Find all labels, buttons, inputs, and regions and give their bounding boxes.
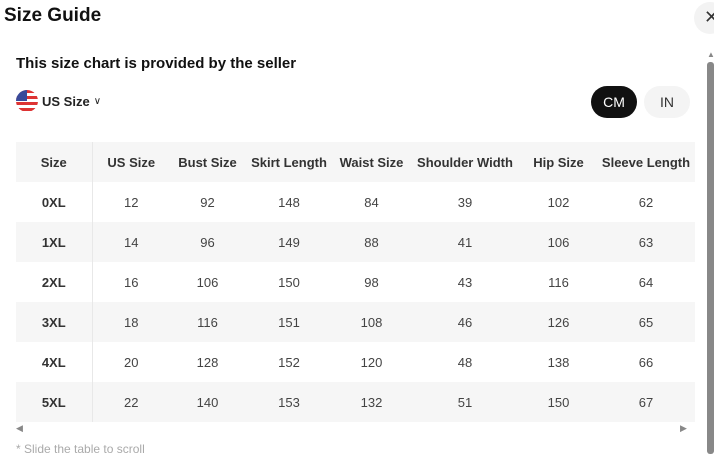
size-label: 5XL (16, 382, 93, 422)
table-cell: 62 (638, 194, 654, 210)
table-cell: 128 (196, 354, 219, 370)
table-cell: 126 (520, 302, 597, 342)
table-row: 1XL 14 96 149 88 41 106 63 (16, 222, 695, 262)
table-cell: 120 (360, 354, 383, 370)
table-cell: 149 (245, 222, 333, 262)
table-cell: 51 (410, 382, 520, 422)
column-header: Hip Size (520, 142, 597, 182)
us-flag-icon (16, 90, 38, 112)
table-cell: 102 (547, 194, 570, 210)
table-cell: 84 (364, 194, 379, 210)
column-header: Bust Size (170, 142, 245, 182)
dialog-title: Size Guide (4, 5, 102, 26)
unit-in-button[interactable]: IN (644, 86, 690, 118)
table-cell: 22 (92, 382, 170, 422)
size-system-dropdown[interactable]: US Size ∨ (16, 90, 101, 112)
table-row: 2XL 16 106 150 98 43 116 64 (16, 262, 695, 302)
close-icon: ✕ (704, 7, 714, 27)
size-label: 0XL (16, 182, 93, 222)
size-label: 2XL (16, 262, 93, 302)
table-cell: 20 (124, 354, 139, 370)
table-cell: 39 (457, 194, 473, 210)
table-cell: 66 (638, 354, 654, 370)
table-cell: 132 (333, 382, 410, 422)
column-header: Shoulder Width (410, 142, 520, 182)
table-row: 0XL 12 92 148 84 39 102 62 (16, 182, 695, 222)
table-cell: 43 (457, 274, 473, 290)
table-cell: 67 (597, 382, 695, 422)
table-cell: 152 (278, 354, 300, 370)
table-cell: 151 (245, 302, 333, 342)
table-cell: 16 (124, 274, 139, 290)
table-cell: 116 (170, 302, 245, 342)
table-cell: 12 (124, 194, 139, 210)
table-cell: 116 (548, 274, 569, 290)
chevron-down-icon: ∨ (93, 95, 102, 107)
table-cell: 138 (547, 354, 570, 370)
table-cell: 63 (597, 222, 695, 262)
table-row: 5XL 22 140 153 132 51 150 67 (16, 382, 695, 422)
column-header: Waist Size (333, 142, 410, 182)
table-cell: 41 (410, 222, 520, 262)
column-header: US Size (92, 142, 170, 182)
table-cell: 108 (333, 302, 410, 342)
table-header-row: Size US Size Bust Size Skirt Length Waist Si… (16, 142, 695, 182)
table-cell: 148 (278, 194, 300, 210)
vertical-scrollbar[interactable] (707, 62, 714, 454)
table-cell: 140 (170, 382, 245, 422)
close-button[interactable]: ✕ (694, 2, 714, 34)
unit-toggle: CM IN (591, 86, 690, 118)
size-label: 3XL (16, 302, 93, 342)
size-label: 1XL (16, 222, 93, 262)
table-cell: 96 (170, 222, 245, 262)
scroll-left-icon[interactable]: ◀ (16, 423, 23, 433)
table-cell: 48 (457, 354, 473, 370)
table-cell: 64 (638, 274, 654, 290)
table-cell: 106 (520, 222, 597, 262)
scroll-up-icon[interactable]: ▲ (707, 50, 714, 59)
table-cell: 106 (196, 274, 219, 290)
table-cell: 92 (200, 194, 215, 210)
table-cell: 18 (92, 302, 170, 342)
table-cell: 153 (245, 382, 333, 422)
table-row: 3XL 18 116 151 108 46 126 65 (16, 302, 695, 342)
size-table: Size US Size Bust Size Skirt Length Waist Si… (16, 142, 695, 422)
table-cell: 88 (333, 222, 410, 262)
table-cell: 150 (278, 274, 300, 290)
table-row: 4XL 20 128 152 120 48 138 66 (16, 342, 695, 382)
table-cell: 65 (597, 302, 695, 342)
seller-note: This size chart is provided by the selle… (16, 55, 297, 72)
table-cell: 14 (92, 222, 170, 262)
table-cell: 98 (364, 274, 379, 290)
scroll-right-icon[interactable]: ▶ (680, 423, 687, 433)
column-header: Skirt Length (245, 142, 333, 182)
size-label: 4XL (16, 342, 93, 382)
column-header: Sleeve Length (597, 142, 695, 182)
size-system-label: US Size (42, 93, 90, 109)
unit-cm-button[interactable]: CM (591, 86, 637, 118)
column-header: Size (16, 142, 93, 182)
table-cell: 150 (520, 382, 597, 422)
table-cell: 46 (410, 302, 520, 342)
scroll-hint: * Slide the table to scroll (16, 442, 145, 456)
